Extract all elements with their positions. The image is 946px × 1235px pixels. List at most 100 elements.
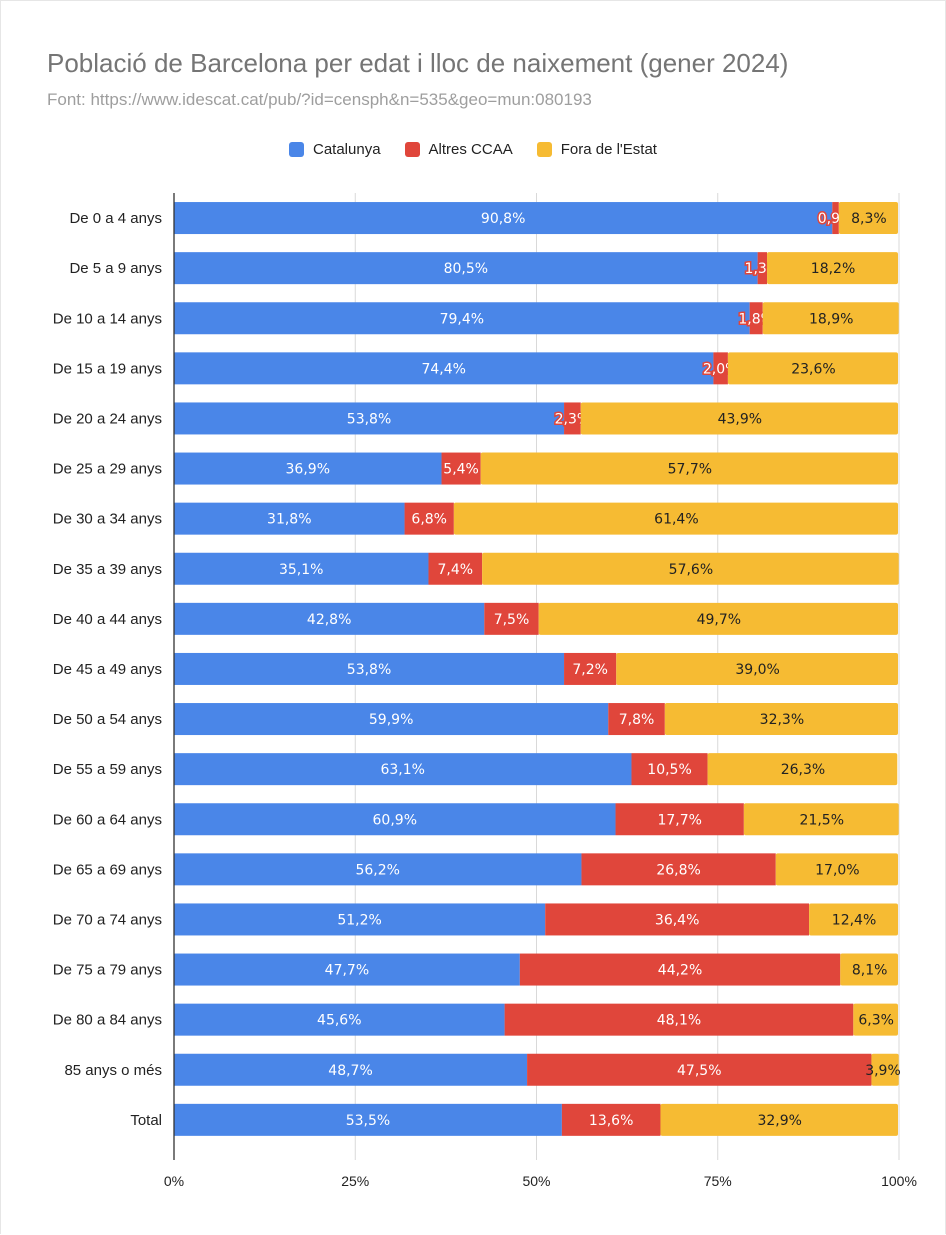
bar-altres-ccaa <box>428 552 483 585</box>
bar-altres-ccaa <box>504 1003 854 1036</box>
bar-fora-de-l-estat <box>660 1103 898 1136</box>
data-label: 79,4% <box>440 311 484 327</box>
bar-altres-ccaa <box>404 502 454 535</box>
bar-fora-de-l-estat <box>775 853 898 886</box>
data-label: 45,6% <box>317 1013 361 1029</box>
bar-altres-ccaa <box>519 953 841 986</box>
bar-fora-de-l-estat <box>480 452 898 485</box>
data-label: 51,2% <box>337 912 381 928</box>
category-label: De 30 a 34 anys <box>53 511 162 528</box>
data-label: 47,5% <box>677 1063 721 1079</box>
data-label: 6,8% <box>411 512 447 528</box>
bar-altres-ccaa <box>581 853 776 886</box>
data-label: 42,8% <box>307 612 351 628</box>
bar-catalunya <box>174 652 565 685</box>
category-label: De 40 a 44 anys <box>53 611 162 628</box>
category-label: De 10 a 14 anys <box>53 310 162 327</box>
bar-catalunya <box>174 1003 505 1036</box>
chart-legend: Catalunya Altres CCAA Fora de l'Estat <box>0 141 946 158</box>
data-label: 36,9% <box>286 462 330 478</box>
legend-label-fora-estat: Fora de l'Estat <box>560 141 657 158</box>
x-tick-label: 0% <box>164 1173 184 1189</box>
data-label: 32,3% <box>760 712 804 728</box>
data-label: 23,6% <box>791 361 835 377</box>
bar-fora-de-l-estat <box>743 803 899 836</box>
category-label: De 50 a 54 anys <box>53 711 162 728</box>
bar-altres-ccaa <box>441 452 481 485</box>
bar-altres-ccaa <box>545 903 810 936</box>
data-label: 53,8% <box>347 662 391 678</box>
data-label: 48,7% <box>328 1063 372 1079</box>
data-label: 3,9% <box>865 1063 901 1079</box>
bar-catalunya <box>174 552 429 585</box>
x-tick-label: 75% <box>704 1173 732 1189</box>
bar-altres-ccaa <box>561 1103 661 1136</box>
data-label: 35,1% <box>279 562 323 578</box>
data-label: 13,6% <box>589 1113 633 1129</box>
bar-altres-ccaa <box>832 202 839 235</box>
chart-title: Població de Barcelona per edat i lloc de… <box>47 48 789 78</box>
data-label: 53,5% <box>346 1113 390 1129</box>
data-label: 5,4% <box>443 462 479 478</box>
legend-item-fora-estat[interactable]: Fora de l'Estat <box>536 141 657 158</box>
data-label: 36,4% <box>655 912 699 928</box>
category-label: De 25 a 29 anys <box>53 461 162 478</box>
bar-fora-de-l-estat <box>580 402 898 435</box>
category-label: Total <box>130 1112 162 1129</box>
bar-catalunya <box>174 953 520 986</box>
bar-fora-de-l-estat <box>838 202 898 235</box>
bar-catalunya <box>174 853 582 886</box>
legend-item-altres-ccaa[interactable]: Altres CCAA <box>404 141 513 158</box>
bar-altres-ccaa <box>757 252 768 285</box>
data-label: 7,5% <box>494 612 530 628</box>
bar-altres-ccaa <box>564 402 581 435</box>
category-label: De 35 a 39 anys <box>53 561 162 578</box>
data-label: 31,8% <box>267 512 311 528</box>
bar-catalunya <box>174 252 758 285</box>
bar-altres-ccaa <box>484 602 539 635</box>
data-label: 8,1% <box>852 963 888 979</box>
bar-fora-de-l-estat <box>707 753 898 786</box>
bar-fora-de-l-estat <box>727 352 898 385</box>
data-label: 10,5% <box>647 762 691 778</box>
category-label: De 55 a 59 anys <box>53 761 162 778</box>
bar-catalunya <box>174 753 632 786</box>
bar-catalunya <box>174 302 750 335</box>
legend-item-catalunya[interactable]: Catalunya <box>289 141 381 158</box>
bar-fora-de-l-estat <box>762 302 899 335</box>
data-label: 53,8% <box>347 411 391 427</box>
bar-fora-de-l-estat <box>809 903 898 936</box>
data-label: 6,3% <box>858 1013 894 1029</box>
data-label: 47,7% <box>325 963 369 979</box>
data-label: 80,5% <box>444 261 488 277</box>
data-label: 8,3% <box>851 211 887 227</box>
category-label: 85 anys o més <box>64 1062 162 1079</box>
category-label: De 0 a 4 anys <box>69 210 162 227</box>
legend-label-catalunya: Catalunya <box>313 141 381 158</box>
chart-subtitle: Font: https://www.idescat.cat/pub/?id=ce… <box>47 90 592 109</box>
data-label: 59,9% <box>369 712 413 728</box>
data-label: 12,4% <box>832 912 876 928</box>
category-label: De 65 a 69 anys <box>53 861 162 878</box>
category-label: De 80 a 84 anys <box>53 1012 162 1029</box>
x-tick-label: 25% <box>341 1173 369 1189</box>
category-label: De 60 a 64 anys <box>53 811 162 828</box>
data-label: 63,1% <box>380 762 424 778</box>
bar-fora-de-l-estat <box>853 1003 898 1036</box>
x-tick-label: 50% <box>522 1173 550 1189</box>
data-label: 57,7% <box>668 462 712 478</box>
bar-catalunya <box>174 803 616 836</box>
bar-catalunya <box>174 502 405 535</box>
bar-catalunya <box>174 352 714 385</box>
bar-catalunya <box>174 452 442 485</box>
data-label: 32,9% <box>757 1113 801 1129</box>
data-label: 26,3% <box>781 762 825 778</box>
data-label: 26,8% <box>656 862 700 878</box>
bar-catalunya <box>174 1053 528 1086</box>
data-label: 60,9% <box>373 812 417 828</box>
data-label: 74,4% <box>421 361 465 377</box>
category-label: De 45 a 49 anys <box>53 661 162 678</box>
data-label: 56,2% <box>355 862 399 878</box>
data-label: 17,7% <box>657 812 701 828</box>
